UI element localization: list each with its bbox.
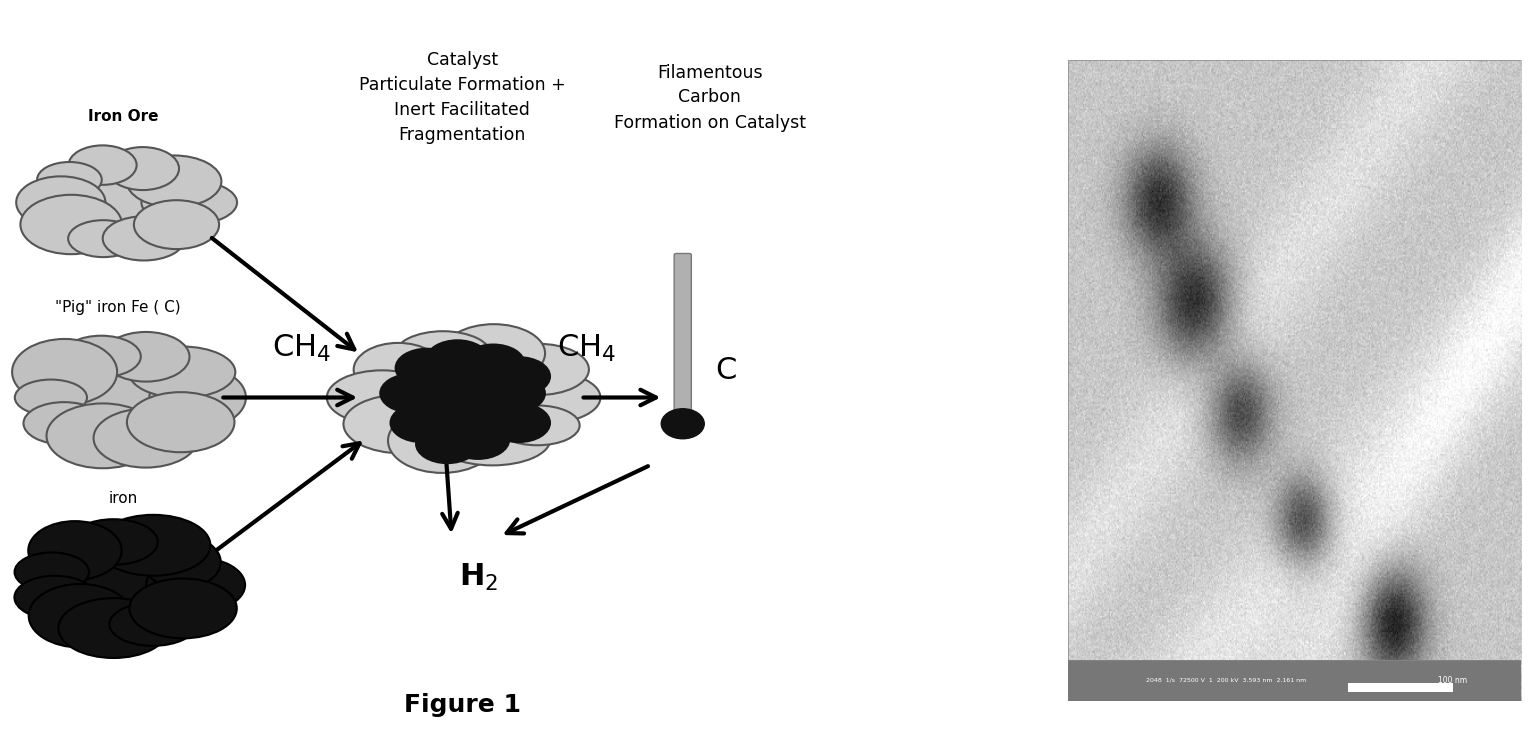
Ellipse shape [106,147,180,190]
Text: Figure 1: Figure 1 [404,693,521,717]
Ellipse shape [143,536,221,588]
Text: Iron Ore: Iron Ore [89,109,158,124]
Ellipse shape [395,332,492,380]
Ellipse shape [327,370,438,424]
Ellipse shape [94,409,198,467]
Ellipse shape [69,519,158,565]
Ellipse shape [103,332,189,382]
Text: "Pig" iron Fe ( C): "Pig" iron Fe ( C) [55,300,181,315]
Text: 100 nm: 100 nm [1438,676,1467,685]
Ellipse shape [390,403,455,443]
Ellipse shape [146,557,246,613]
Ellipse shape [395,348,459,388]
Circle shape [660,409,703,439]
Ellipse shape [495,406,579,445]
Ellipse shape [493,372,601,423]
Ellipse shape [14,553,89,592]
Ellipse shape [456,396,521,436]
Ellipse shape [35,531,212,639]
Text: CH$_4$: CH$_4$ [272,333,330,364]
Text: 2048  1/s  72500 V  1  200 kV  3.593 nm  2.161 nm: 2048 1/s 72500 V 1 200 kV 3.593 nm 2.161… [1146,677,1306,682]
FancyBboxPatch shape [674,254,691,422]
Ellipse shape [129,578,237,638]
Ellipse shape [126,155,221,207]
Bar [1349,683,1453,692]
Ellipse shape [35,345,212,450]
Ellipse shape [344,394,459,453]
Ellipse shape [129,346,235,398]
Ellipse shape [23,402,104,445]
Ellipse shape [445,368,510,408]
Ellipse shape [12,339,117,405]
Ellipse shape [29,584,132,647]
Ellipse shape [20,195,121,254]
Ellipse shape [366,341,570,454]
Ellipse shape [481,373,545,413]
Ellipse shape [109,603,197,646]
Ellipse shape [353,343,442,397]
Ellipse shape [425,398,490,439]
Ellipse shape [445,419,510,460]
Ellipse shape [141,180,237,225]
Ellipse shape [58,598,169,658]
Ellipse shape [442,324,545,382]
Ellipse shape [61,336,141,377]
Ellipse shape [487,403,551,443]
Ellipse shape [14,576,95,619]
Ellipse shape [37,162,101,197]
Ellipse shape [17,176,106,229]
Text: iron: iron [109,491,138,506]
Ellipse shape [487,356,551,397]
Text: H$_2$: H$_2$ [459,562,498,593]
Ellipse shape [425,339,490,380]
Ellipse shape [103,216,184,260]
Ellipse shape [435,413,550,466]
Ellipse shape [487,344,588,395]
Text: CH$_4$: CH$_4$ [556,333,616,364]
Ellipse shape [46,404,158,468]
Ellipse shape [134,200,220,249]
Ellipse shape [461,344,525,384]
Ellipse shape [69,146,137,184]
Bar [1068,659,1521,701]
Ellipse shape [15,380,88,416]
Ellipse shape [28,521,121,580]
Ellipse shape [97,514,210,576]
Ellipse shape [389,409,496,473]
Ellipse shape [149,367,246,428]
Ellipse shape [379,373,444,413]
Ellipse shape [127,392,235,452]
Ellipse shape [415,424,479,464]
Text: Catalyst
Particulate Formation +
Inert Facilitated
Fragmentation: Catalyst Particulate Formation + Inert F… [359,51,565,144]
Text: C: C [714,356,736,385]
Ellipse shape [68,220,138,257]
Text: Filamentous
Carbon
Formation on Catalyst: Filamentous Carbon Formation on Catalyst [613,64,805,131]
Ellipse shape [415,369,479,410]
Ellipse shape [43,156,204,249]
